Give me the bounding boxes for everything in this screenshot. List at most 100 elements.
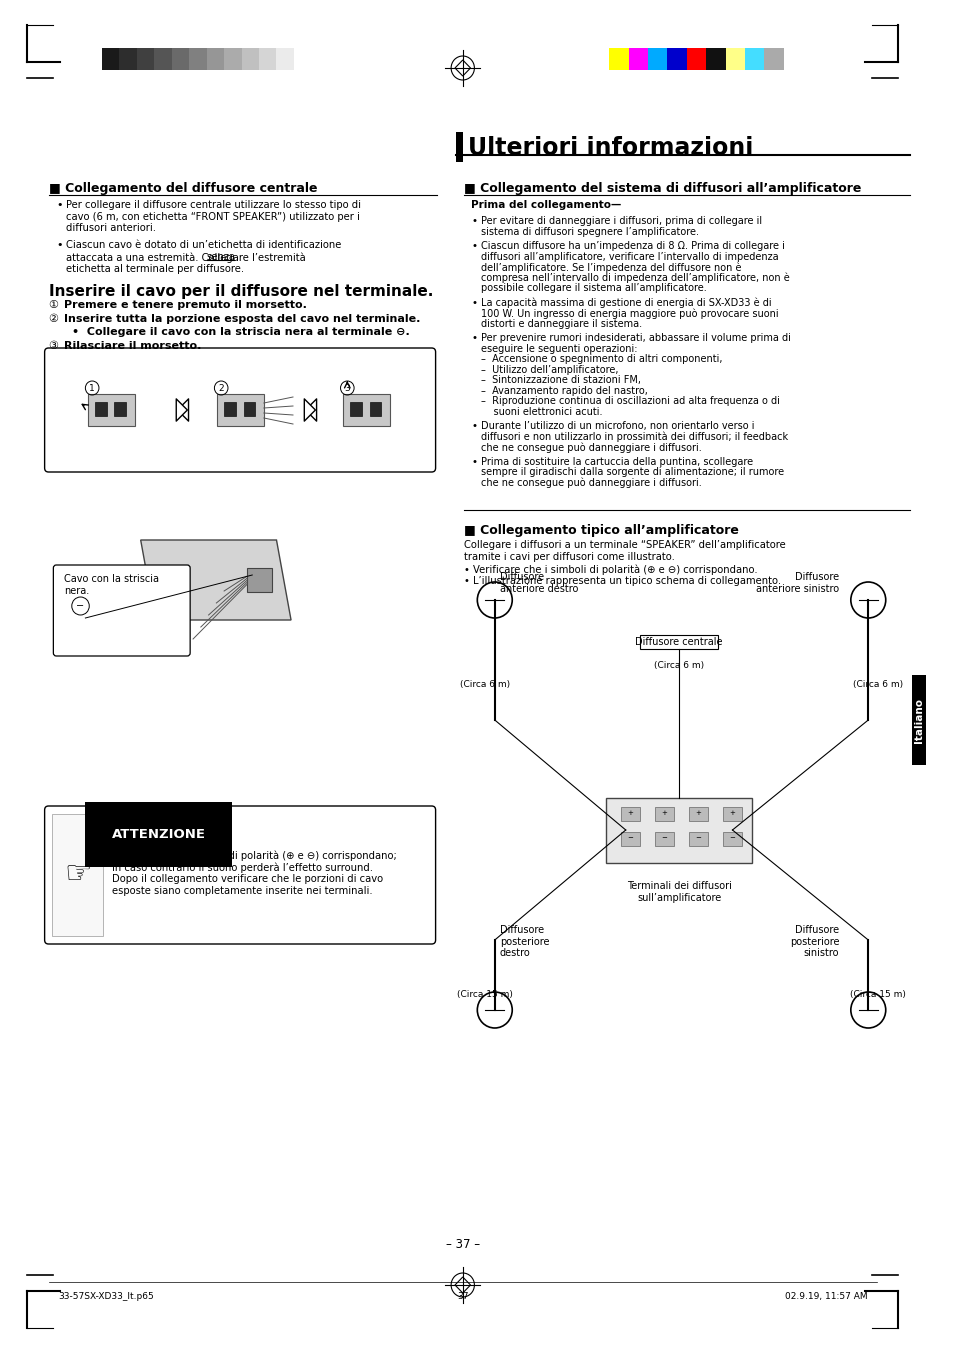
Bar [456, 133, 462, 162]
Text: ■ Collegamento tipico all’amplificatore: ■ Collegamento tipico all’amplificatore [463, 524, 738, 537]
Text: Ulteriori informazioni: Ulteriori informazioni [467, 137, 752, 160]
Text: •: • [471, 216, 477, 226]
Text: •: • [471, 333, 477, 344]
Bar [241, 47, 259, 70]
Circle shape [476, 582, 512, 618]
Bar [95, 402, 107, 415]
Bar [224, 47, 241, 70]
Bar [52, 815, 103, 936]
Text: Italiano: Italiano [913, 698, 923, 743]
FancyBboxPatch shape [53, 566, 190, 656]
Bar [189, 47, 207, 70]
Text: La capacità massima di gestione di energia di SX-XD33 è di: La capacità massima di gestione di energ… [480, 298, 771, 308]
Bar [276, 47, 294, 70]
Text: •: • [471, 298, 477, 307]
Bar [725, 47, 744, 70]
Text: +: + [627, 810, 633, 816]
Text: Cavo con la striscia
nera.: Cavo con la striscia nera. [64, 574, 159, 595]
Text: •  Collegare il cavo con la striscia nera al terminale ⊖.: • Collegare il cavo con la striscia nera… [71, 327, 409, 337]
Text: •: • [471, 241, 477, 252]
Text: Diffusore centrale: Diffusore centrale [635, 637, 722, 647]
Bar [647, 47, 667, 70]
Text: 3: 3 [344, 383, 350, 392]
Text: ■ Collegamento del diffusore centrale: ■ Collegamento del diffusore centrale [49, 183, 316, 195]
Text: Inserire tutta la porzione esposta del cavo nel terminale.: Inserire tutta la porzione esposta del c… [64, 314, 420, 323]
Bar [207, 47, 224, 70]
Text: Rilasciare il morsetto.: Rilasciare il morsetto. [64, 341, 201, 350]
Text: sistema di diffusori spegnere l’amplificatore.: sistema di diffusori spegnere l’amplific… [480, 226, 699, 237]
Bar [688, 806, 707, 821]
Bar [114, 402, 126, 415]
Bar [722, 832, 741, 846]
Text: distorti e danneggiare il sistema.: distorti e danneggiare il sistema. [480, 318, 641, 329]
Text: Per prevenire rumori indesiderati, abbassare il volume prima di: Per prevenire rumori indesiderati, abbas… [480, 333, 790, 344]
Text: Premere e tenere premuto il morsetto.: Premere e tenere premuto il morsetto. [64, 300, 307, 310]
Text: Terminali dei diffusori
sull’amplificatore: Terminali dei diffusori sull’amplificato… [626, 881, 731, 902]
Bar [102, 47, 119, 70]
Text: Per collegare il diffusore centrale utilizzare lo stesso tipo di
cavo (6 m, con : Per collegare il diffusore centrale util… [66, 200, 360, 233]
Text: −: − [661, 835, 667, 842]
Text: Collegare i diffusori a un terminale “SPEAKER” dell’amplificatore
tramite i cavi: Collegare i diffusori a un terminale “SP… [463, 540, 784, 561]
Text: ATTENZIONE: ATTENZIONE [112, 828, 205, 842]
Bar [259, 47, 276, 70]
Bar [224, 402, 235, 415]
Text: Diffusore
anteriore sinistro: Diffusore anteriore sinistro [756, 572, 839, 594]
Bar [606, 798, 751, 863]
Bar [667, 47, 686, 70]
Text: – 37 –: – 37 – [445, 1238, 479, 1250]
Text: (Circa 6 m): (Circa 6 m) [459, 681, 510, 689]
Circle shape [850, 992, 884, 1028]
Bar [686, 47, 705, 70]
Text: eseguire le seguenti operazioni:: eseguire le seguenti operazioni: [480, 344, 637, 353]
Text: •: • [56, 239, 63, 250]
Bar [620, 832, 639, 846]
Bar [628, 47, 647, 70]
Text: • Verificare che i simboli di polarità (⊕ e ⊖) corrispondano.: • Verificare che i simboli di polarità (… [463, 564, 757, 575]
Text: Diffusore
posteriore
destro: Diffusore posteriore destro [499, 925, 549, 958]
Text: Prima del collegamento—: Prima del collegamento— [471, 200, 621, 210]
Text: 1: 1 [90, 383, 95, 392]
Bar [654, 806, 674, 821]
Bar [609, 47, 628, 70]
Text: +: + [729, 810, 735, 816]
Text: • L’illustrazione rappresenta un tipico schema di collegamento.: • L’illustrazione rappresenta un tipico … [463, 576, 781, 586]
Circle shape [850, 582, 884, 618]
Bar [172, 47, 189, 70]
Text: ③: ③ [49, 341, 58, 350]
Bar [350, 402, 361, 415]
Text: possibile collegare il sistema all’amplificatore.: possibile collegare il sistema all’ampli… [480, 283, 706, 294]
Text: etichetta al terminale per diffusore.: etichetta al terminale per diffusore. [66, 264, 244, 275]
Bar [639, 635, 718, 649]
Text: 100 W. Un ingresso di energia maggiore può provocare suoni: 100 W. Un ingresso di energia maggiore p… [480, 308, 778, 318]
Bar [294, 47, 311, 70]
Text: –  Sintonizzazione di stazioni FM,: – Sintonizzazione di stazioni FM, [480, 375, 640, 386]
Text: –  Riproduzione continua di oscillazioni ad alta frequenza o di: – Riproduzione continua di oscillazioni … [480, 396, 780, 406]
Text: −: − [729, 835, 735, 842]
Text: che ne consegue può danneggiare i diffusori.: che ne consegue può danneggiare i diffus… [480, 478, 701, 488]
Text: Ciascun cavo è dotato di un’etichetta di identificazione: Ciascun cavo è dotato di un’etichetta di… [66, 239, 341, 250]
Bar [744, 47, 763, 70]
Circle shape [476, 992, 512, 1028]
Text: Diffusore
posteriore
sinistro: Diffusore posteriore sinistro [789, 925, 839, 958]
Text: Inserire il cavo per il diffusore nel terminale.: Inserire il cavo per il diffusore nel te… [49, 284, 433, 299]
Text: Durante l’utilizzo di un microfono, non orientarlo verso i: Durante l’utilizzo di un microfono, non … [480, 421, 754, 432]
Text: senza: senza [207, 252, 235, 262]
Bar [217, 394, 264, 426]
Bar [763, 47, 783, 70]
Text: ☞: ☞ [64, 861, 91, 889]
Text: (Circa 15 m): (Circa 15 m) [849, 990, 905, 999]
Polygon shape [140, 540, 291, 620]
Text: (Circa 6 m): (Circa 6 m) [654, 662, 703, 670]
FancyBboxPatch shape [45, 348, 436, 472]
Text: ■ Collegamento del sistema di diffusori all’amplificatore: ■ Collegamento del sistema di diffusori … [463, 183, 861, 195]
Bar [911, 675, 924, 764]
Bar [343, 394, 390, 426]
Text: attaccata a una estremità. Collegare l’estremità: attaccata a una estremità. Collegare l’e… [66, 252, 309, 262]
Text: +: + [661, 810, 667, 816]
Text: •: • [471, 421, 477, 432]
Text: Verificare che i simboli di polarità (⊕ e ⊖) corrispondano;
in caso contrario il: Verificare che i simboli di polarità (⊕ … [112, 850, 395, 896]
Text: Diffusore
anteriore destro: Diffusore anteriore destro [499, 572, 578, 594]
FancyArrowPatch shape [176, 399, 189, 421]
Bar [247, 568, 272, 593]
Bar [688, 832, 707, 846]
